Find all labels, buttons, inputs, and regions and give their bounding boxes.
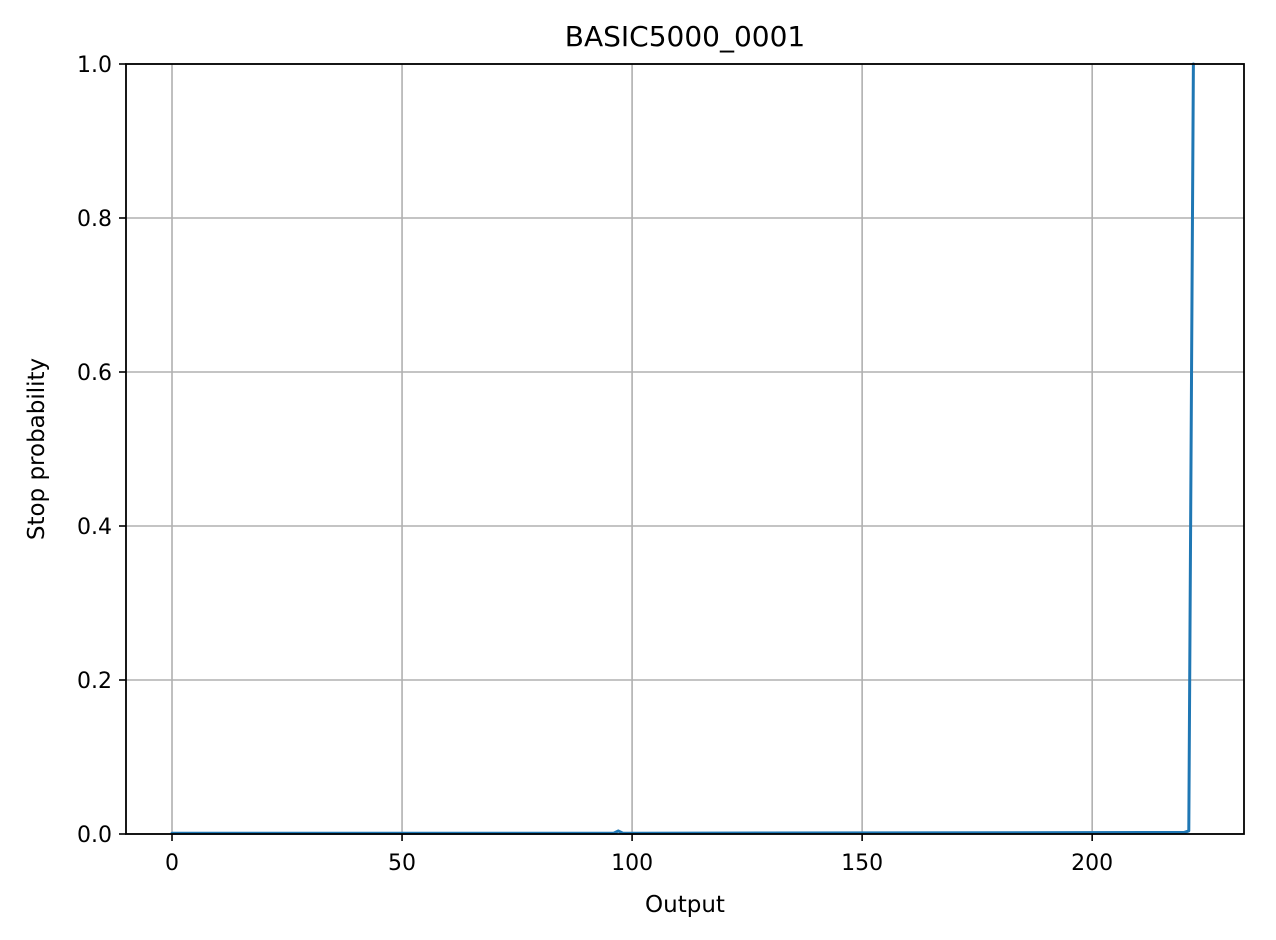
x-tick-label: 100 [611, 851, 653, 876]
y-tick-label: 1.0 [77, 53, 112, 78]
y-tick-label: 0.8 [77, 207, 112, 232]
y-tick-label: 0.2 [77, 669, 112, 694]
x-tick-label: 200 [1071, 851, 1113, 876]
x-tick-label: 50 [388, 851, 416, 876]
x-tick-label: 150 [841, 851, 883, 876]
x-tick-label: 0 [165, 851, 179, 876]
plot-frame [125, 63, 1245, 835]
y-tick-label: 0.6 [77, 361, 112, 386]
y-tick-label: 0.0 [77, 823, 112, 848]
y-tick-label: 0.4 [77, 515, 112, 540]
y-axis-label: Stop probability [24, 358, 50, 540]
ticks: 0 50 100 150 200 0.0 0.2 0.4 0.6 0.8 1.0 [77, 53, 1113, 876]
x-axis-label: Output [645, 892, 725, 918]
chart-title: BASIC5000_0001 [565, 20, 805, 53]
